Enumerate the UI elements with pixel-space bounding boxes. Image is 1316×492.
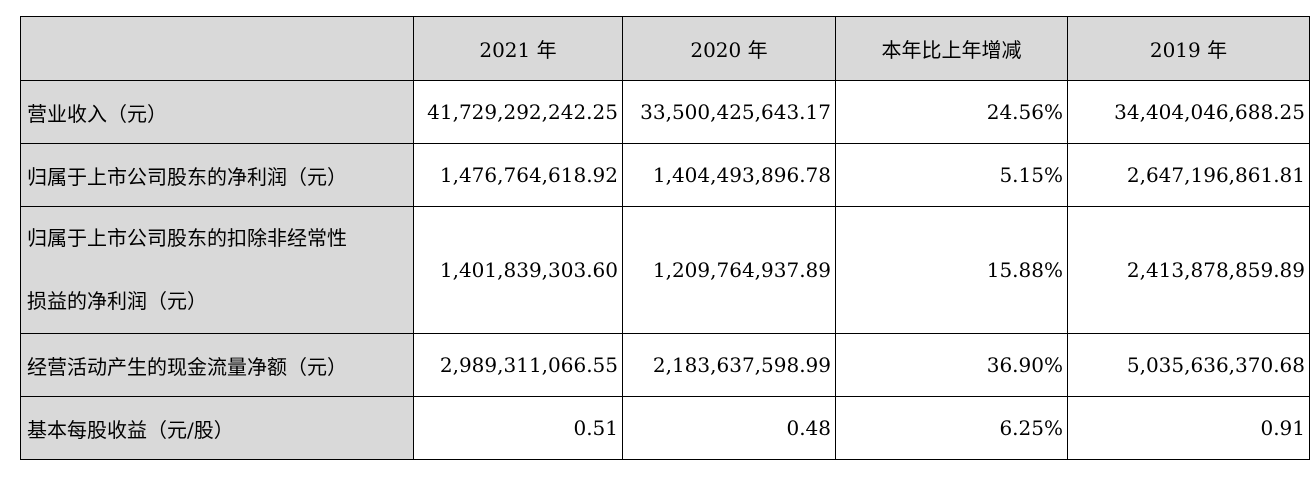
cell-value: 6.25%: [835, 396, 1068, 460]
financial-summary-table: 2021 年 2020 年 本年比上年增减 2019 年 营业收入（元） 41,…: [20, 16, 1310, 460]
cell-value: 15.88%: [835, 206, 1068, 334]
header-2021: 2021 年: [413, 16, 623, 81]
cell-value: 1,209,764,937.89: [622, 206, 836, 334]
header-2019: 2019 年: [1067, 16, 1310, 81]
cell-value: 5.15%: [835, 143, 1068, 207]
table-row: 基本每股收益（元/股） 0.51 0.48 6.25% 0.91: [20, 396, 1310, 460]
cell-value: 0.48: [622, 396, 836, 460]
cell-value: 24.56%: [835, 80, 1068, 144]
cell-value: 5,035,636,370.68: [1067, 333, 1310, 397]
header-yoy-change: 本年比上年增减: [835, 16, 1068, 81]
row-label-operating-cash-flow: 经营活动产生的现金流量净额（元）: [20, 333, 414, 397]
table-row: 归属于上市公司股东的净利润（元） 1,476,764,618.92 1,404,…: [20, 143, 1310, 207]
cell-value: 1,476,764,618.92: [413, 143, 623, 207]
cell-value: 1,404,493,896.78: [622, 143, 836, 207]
row-label-line-1: 归属于上市公司股东的扣除非经常性: [27, 226, 347, 250]
row-label-net-profit: 归属于上市公司股东的净利润（元）: [20, 143, 414, 207]
cell-value: 0.91: [1067, 396, 1310, 460]
table-row: 归属于上市公司股东的扣除非经常性 损益的净利润（元） 1,401,839,303…: [20, 206, 1310, 334]
cell-value: 36.90%: [835, 333, 1068, 397]
table-row: 营业收入（元） 41,729,292,242.25 33,500,425,643…: [20, 80, 1310, 144]
cell-value: 2,647,196,861.81: [1067, 143, 1310, 207]
cell-value: 0.51: [413, 396, 623, 460]
header-2020: 2020 年: [622, 16, 836, 81]
cell-value: 2,413,878,859.89: [1067, 206, 1310, 334]
header-row: 2021 年 2020 年 本年比上年增减 2019 年: [20, 16, 1310, 81]
cell-value: 33,500,425,643.17: [622, 80, 836, 144]
cell-value: 2,183,637,598.99: [622, 333, 836, 397]
cell-value: 2,989,311,066.55: [413, 333, 623, 397]
cell-value: 41,729,292,242.25: [413, 80, 623, 144]
cell-value: 34,404,046,688.25: [1067, 80, 1310, 144]
row-label-deducted-net-profit: 归属于上市公司股东的扣除非经常性 损益的净利润（元）: [20, 206, 414, 334]
row-label-operating-revenue: 营业收入（元）: [20, 80, 414, 144]
row-label-line-2: 损益的净利润（元）: [27, 289, 207, 313]
header-corner-cell: [20, 16, 414, 81]
cell-value: 1,401,839,303.60: [413, 206, 623, 334]
table-row: 经营活动产生的现金流量净额（元） 2,989,311,066.55 2,183,…: [20, 333, 1310, 397]
row-label-basic-eps: 基本每股收益（元/股）: [20, 396, 414, 460]
